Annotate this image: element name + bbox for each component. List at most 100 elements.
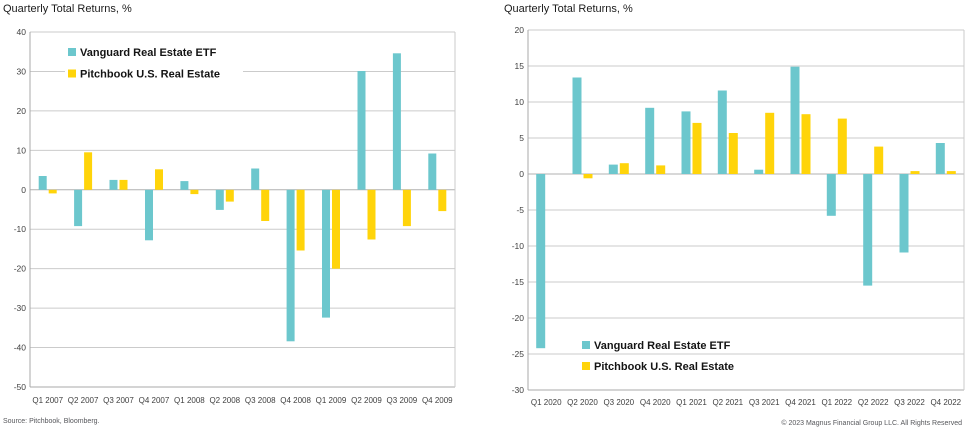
y-tick-label: -20: [512, 313, 525, 323]
bar-pitchbook-u-s-real-estate-q4-2008: [296, 189, 305, 251]
bar-pitchbook-u-s-real-estate-q3-2022: [910, 171, 920, 174]
x-tick-label: Q1 2007: [32, 396, 63, 405]
legend-swatch-vanguard-real-estate-etf-icon: [582, 341, 590, 349]
bar-pitchbook-u-s-real-estate-q1-2021: [692, 122, 702, 174]
bar-pitchbook-u-s-real-estate-q2-2009: [367, 189, 376, 240]
bar-pitchbook-u-s-real-estate-q4-2021: [801, 114, 811, 174]
chart-plot-svg: 40 30 20 10 0 -10 -20 -30 -40 -50 Q1 2007 Q2 2007 Q3…: [14, 27, 456, 405]
x-tick-label: Q1 2021: [676, 398, 707, 407]
y-tick-label: 0: [21, 185, 26, 195]
x-tick-label: Q2 2008: [209, 396, 240, 405]
bar-vanguard-real-estate-etf-q3-2009: [392, 53, 401, 190]
bar-vanguard-real-estate-etf-q4-2021: [790, 66, 800, 174]
bar-pitchbook-u-s-real-estate-q2-2007: [84, 152, 93, 190]
legend-background: [579, 358, 757, 374]
x-tick-label: Q2 2009: [351, 396, 382, 405]
bar-pitchbook-u-s-real-estate-q3-2021: [765, 112, 775, 174]
legend-label-vanguard-real-estate-etf: Vanguard Real Estate ETF: [594, 340, 731, 352]
chart-title: Quarterly Total Returns, %: [504, 3, 633, 15]
bar-pitchbook-u-s-real-estate-q3-2008: [261, 189, 270, 221]
x-tick-label: Q4 2007: [139, 396, 170, 405]
y-tick-label: 30: [17, 66, 27, 76]
x-tick-label: Q4 2020: [640, 398, 671, 407]
legend-background: [65, 65, 243, 82]
y-tick-label: 0: [519, 169, 524, 179]
bar-pitchbook-u-s-real-estate-q3-2009: [402, 189, 411, 227]
y-tick-label: -40: [14, 343, 27, 353]
bar-vanguard-real-estate-etf-q4-2020: [645, 107, 655, 174]
y-tick-label: -30: [14, 303, 27, 313]
bar-pitchbook-u-s-real-estate-q2-2008: [225, 189, 234, 202]
bar-pitchbook-u-s-real-estate-q3-2007: [119, 179, 128, 190]
x-tick-label: Q4 2021: [785, 398, 816, 407]
chart-2020-2022: Quarterly Total Returns, % 20 15 10 5 0 -5 -10…: [487, 0, 974, 414]
bar-vanguard-real-estate-etf-q1-2021: [681, 111, 691, 174]
bar-vanguard-real-estate-etf-q1-2007: [38, 176, 47, 190]
y-tick-label: 10: [17, 145, 27, 155]
y-tick-label: 20: [17, 106, 27, 116]
y-tick-label: -15: [512, 277, 525, 287]
y-tick-label: -25: [512, 349, 525, 359]
x-tick-label: Q1 2022: [821, 398, 852, 407]
bar-vanguard-real-estate-etf-q3-2022: [899, 174, 909, 253]
y-tick-label: 40: [17, 27, 27, 37]
legend-background: [65, 44, 243, 60]
x-tick-label: Q3 2022: [894, 398, 925, 407]
bar-pitchbook-u-s-real-estate-q3-2020: [619, 163, 629, 174]
bar-vanguard-real-estate-etf-q1-2020: [536, 174, 546, 349]
y-tick-label: 10: [515, 97, 525, 107]
bar-vanguard-real-estate-etf-q3-2008: [251, 168, 260, 190]
y-tick-label: -30: [512, 385, 525, 395]
x-tick-label: Q3 2008: [245, 396, 276, 405]
y-tick-label: -50: [14, 382, 27, 392]
bar-pitchbook-u-s-real-estate-q2-2021: [728, 133, 738, 174]
y-tick-label: -10: [14, 224, 27, 234]
x-tick-label: Q3 2007: [103, 396, 134, 405]
x-tick-label: Q2 2021: [712, 398, 743, 407]
x-tick-label: Q1 2009: [316, 396, 347, 405]
bar-vanguard-real-estate-etf-q1-2022: [826, 174, 836, 216]
x-tick-label: Q2 2020: [567, 398, 598, 407]
bar-pitchbook-u-s-real-estate-q1-2008: [190, 189, 199, 195]
x-tick-label: Q4 2008: [280, 396, 311, 405]
copyright-note: © 2023 Magnus Financial Group LLC. All R…: [781, 420, 962, 427]
bar-vanguard-real-estate-etf-q2-2007: [74, 189, 83, 227]
bar-pitchbook-u-s-real-estate-q1-2009: [332, 189, 340, 269]
bar-pitchbook-u-s-real-estate-q2-2022: [874, 146, 884, 174]
bar-pitchbook-u-s-real-estate-q4-2007: [155, 169, 163, 190]
y-tick-label: -20: [14, 264, 27, 274]
bar-pitchbook-u-s-real-estate-q1-2022: [837, 118, 847, 174]
chart-title: Quarterly Total Returns, %: [3, 3, 132, 15]
x-tick-label: Q3 2009: [387, 396, 418, 405]
bar-vanguard-real-estate-etf-q2-2009: [357, 71, 366, 190]
chart-plot-svg: 20 15 10 5 0 -5 -10 -15 -20 -25 -30 Q1 2020 Q2 2020 Q…: [512, 25, 965, 407]
legend-label-pitchbook-u-s-real-estate: Pitchbook U.S. Real Estate: [80, 69, 220, 81]
bar-pitchbook-u-s-real-estate-q4-2009: [438, 189, 447, 212]
bar-pitchbook-u-s-real-estate-q1-2007: [48, 189, 57, 194]
bar-vanguard-real-estate-etf-q2-2022: [863, 174, 873, 286]
bar-vanguard-real-estate-etf-q4-2022: [935, 143, 945, 174]
bar-vanguard-real-estate-etf-q4-2008: [286, 189, 295, 342]
bar-vanguard-real-estate-etf-q4-2007: [145, 189, 153, 241]
bar-vanguard-real-estate-etf-q3-2020: [608, 164, 618, 174]
bar-pitchbook-u-s-real-estate-q4-2020: [656, 165, 666, 174]
chart-2007-2009: Quarterly Total Returns, % 40 30 20 10 0 -10 -…: [0, 0, 487, 414]
bar-pitchbook-u-s-real-estate-q4-2022: [946, 171, 956, 174]
legend-swatch-pitchbook-u-s-real-estate-icon: [582, 362, 590, 370]
legend-label-vanguard-real-estate-etf: Vanguard Real Estate ETF: [80, 47, 217, 59]
bar-vanguard-real-estate-etf-q2-2008: [215, 189, 224, 210]
bar-vanguard-real-estate-etf-q3-2021: [754, 169, 764, 174]
y-tick-label: 5: [519, 133, 524, 143]
legend-background: [579, 337, 757, 353]
y-tick-label: 15: [515, 61, 525, 71]
bar-vanguard-real-estate-etf-q2-2021: [717, 90, 727, 174]
legend-swatch-vanguard-real-estate-etf-icon: [68, 48, 76, 56]
x-tick-label: Q1 2008: [174, 396, 205, 405]
x-tick-label: Q2 2022: [858, 398, 889, 407]
bar-pitchbook-u-s-real-estate-q2-2020: [583, 174, 593, 179]
x-tick-label: Q4 2009: [422, 396, 453, 405]
y-tick-label: 20: [515, 25, 525, 35]
y-tick-label: -10: [512, 241, 525, 251]
bar-vanguard-real-estate-etf-q1-2009: [322, 189, 330, 318]
x-tick-label: Q1 2020: [531, 398, 562, 407]
